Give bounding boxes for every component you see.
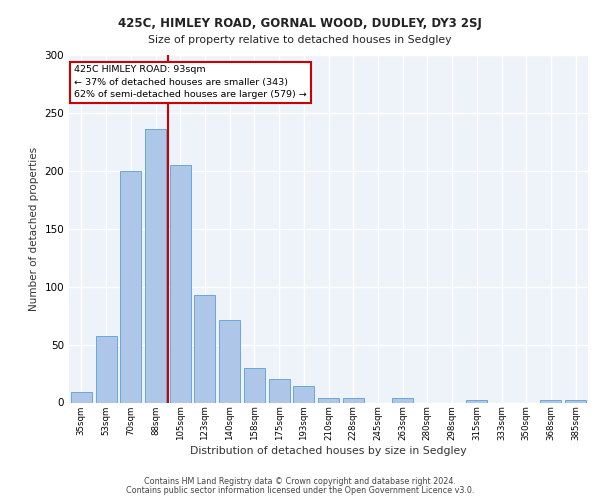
Text: Contains public sector information licensed under the Open Government Licence v3: Contains public sector information licen… bbox=[126, 486, 474, 495]
Text: Size of property relative to detached houses in Sedgley: Size of property relative to detached ho… bbox=[148, 35, 452, 45]
Text: 425C HIMLEY ROAD: 93sqm
← 37% of detached houses are smaller (343)
62% of semi-d: 425C HIMLEY ROAD: 93sqm ← 37% of detache… bbox=[74, 66, 307, 100]
Bar bbox=[466, 400, 487, 402]
Bar bbox=[318, 398, 339, 402]
Bar bbox=[244, 368, 265, 402]
Bar bbox=[95, 336, 116, 402]
Bar bbox=[565, 400, 586, 402]
Bar bbox=[392, 398, 413, 402]
Bar bbox=[219, 320, 240, 402]
Text: 425C, HIMLEY ROAD, GORNAL WOOD, DUDLEY, DY3 2SJ: 425C, HIMLEY ROAD, GORNAL WOOD, DUDLEY, … bbox=[118, 18, 482, 30]
Bar bbox=[120, 171, 141, 402]
X-axis label: Distribution of detached houses by size in Sedgley: Distribution of detached houses by size … bbox=[190, 446, 467, 456]
Bar bbox=[541, 400, 562, 402]
Bar bbox=[170, 165, 191, 402]
Y-axis label: Number of detached properties: Number of detached properties bbox=[29, 146, 39, 311]
Bar bbox=[145, 129, 166, 402]
Bar bbox=[343, 398, 364, 402]
Bar bbox=[269, 380, 290, 402]
Text: Contains HM Land Registry data © Crown copyright and database right 2024.: Contains HM Land Registry data © Crown c… bbox=[144, 477, 456, 486]
Bar bbox=[293, 386, 314, 402]
Bar bbox=[194, 295, 215, 403]
Bar bbox=[71, 392, 92, 402]
